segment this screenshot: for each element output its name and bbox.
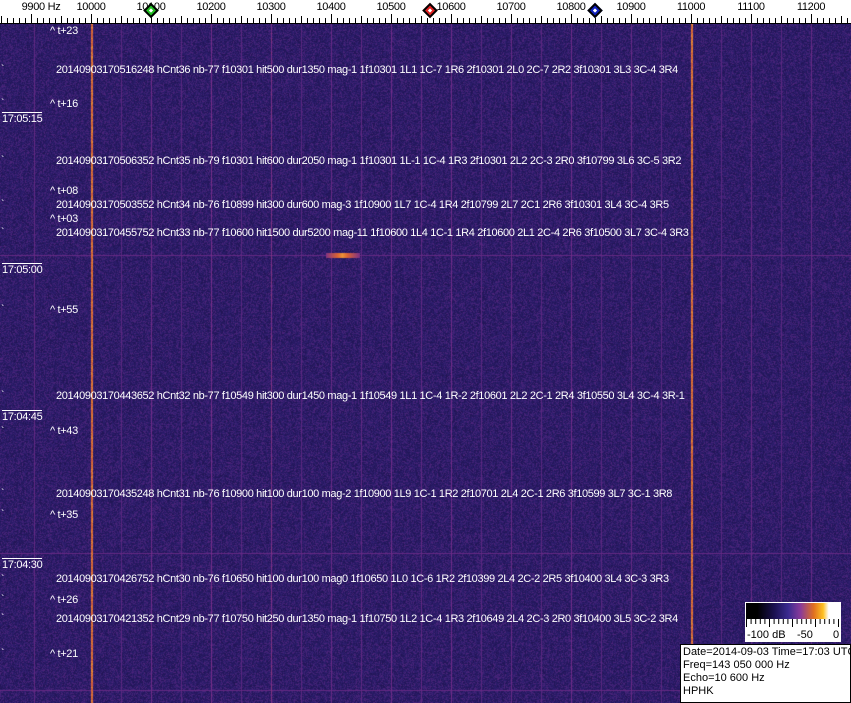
event-mark: ` [1,228,4,238]
offset-label: ^ t+55 [50,304,78,316]
spectrogram-window: 9900 Hz100001010010200103001040010500106… [0,0,851,703]
time-label: 17:04:30 [2,558,42,571]
frequency-tick-label: 9900 Hz [22,1,61,13]
event-mark: ` [1,200,4,210]
frequency-tick-label: 10800 [556,1,585,13]
event-mark: ` [1,649,4,659]
event-mark: ` [1,614,4,624]
detection-record: 20140903170426752 hCnt30 nb-76 f10650 hi… [56,573,669,585]
event-mark: ` [1,156,4,166]
colorbar: -100 dB -50 0 [745,602,841,642]
frequency-tick-label: 10700 [496,1,525,13]
detection-record: 20140903170516248 hCnt36 nb-77 f10301 hi… [56,64,678,76]
offset-label: ^ t+16 [50,98,78,110]
info-freq: Freq=143 050 000 Hz [683,659,848,672]
frequency-tick-label: 10900 [616,1,645,13]
frequency-tick-label: 10300 [256,1,285,13]
offset-label: ^ t+03 [50,213,78,225]
frequency-tick-label: 10000 [76,1,105,13]
event-mark: ` [1,65,4,75]
time-label: 17:04:45 [2,410,42,423]
detection-record: 20140903170435248 hCnt31 nb-76 f10900 hi… [56,488,672,500]
info-date-time: Date=2014-09-03 Time=17:03 UTC [683,646,848,659]
colorbar-label-max: 0 [833,629,839,641]
event-mark: ` [1,489,4,499]
offset-label: ^ t+43 [50,425,78,437]
event-mark: ` [1,99,4,109]
time-label: 17:05:00 [2,263,42,276]
detection-record: 20140903170421352 hCnt29 nb-77 f10750 hi… [56,613,678,625]
detection-record: 20140903170443652 hCnt32 nb-77 f10549 hi… [56,390,684,402]
colorbar-ticks [745,619,841,628]
event-mark: ` [1,510,4,520]
colorbar-label-min: -100 dB [747,629,786,641]
frequency-axis: 9900 Hz100001010010200103001040010500106… [0,0,851,24]
info-echo: Echo=10 600 Hz [683,672,848,685]
event-mark: ` [1,305,4,315]
info-box: Date=2014-09-03 Time=17:03 UTC Freq=143 … [680,644,851,703]
frequency-tick-label: 10400 [316,1,345,13]
frequency-tick-label: 10600 [436,1,465,13]
offset-label: ^ t+26 [50,594,78,606]
offset-label: ^ t+23 [50,25,78,37]
colorbar-label-mid: -50 [797,629,813,641]
time-label: 17:05:15 [2,112,42,125]
detection-record: 20140903170506352 hCnt35 nb-79 f10301 hi… [56,155,681,167]
detection-record: 20140903170503552 hCnt34 nb-76 f10899 hi… [56,199,669,211]
offset-label: ^ t+08 [50,185,78,197]
waterfall-display [0,24,851,703]
event-mark: ` [1,427,4,437]
offset-label: ^ t+35 [50,509,78,521]
event-mark: ` [1,595,4,605]
frequency-tick-label: 11200 [797,1,825,13]
frequency-tick-label: 10200 [196,1,225,13]
frequency-tick-label: 11100 [737,1,764,13]
colorbar-gradient [746,603,840,619]
frequency-tick-label: 11000 [677,1,705,13]
event-mark: ` [1,575,4,585]
frequency-tick-label: 10500 [376,1,405,13]
detection-record: 20140903170455752 hCnt33 nb-77 f10600 hi… [56,227,689,239]
event-mark: ` [1,391,4,401]
offset-label: ^ t+21 [50,648,78,660]
info-station: HPHK [683,685,848,698]
